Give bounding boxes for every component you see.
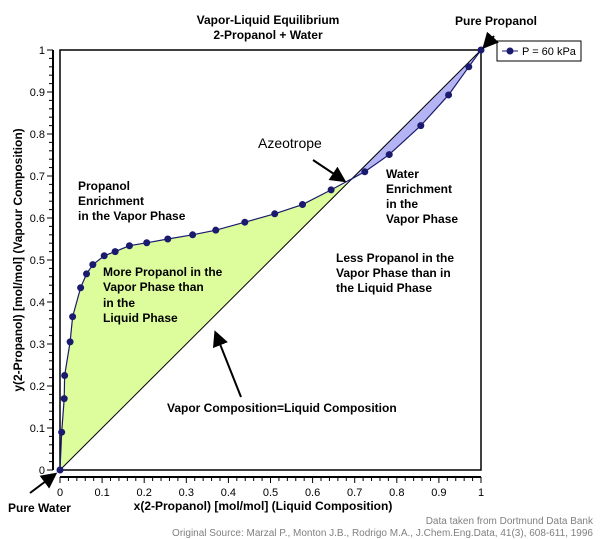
data-point <box>125 242 133 250</box>
x-tick-label: 0.1 <box>94 487 109 499</box>
data-point <box>212 226 220 234</box>
x-tick-label: 0.3 <box>179 487 194 499</box>
chart-title-line2: 2-Propanol + Water <box>213 28 323 42</box>
y-tick-label: 0.5 <box>30 255 45 267</box>
annotation-propanol-enrichment: Propanol Enrichment in the Vapor Phase <box>78 179 186 223</box>
pure-water-arrow <box>29 472 58 494</box>
x-tick-label: 0 <box>57 487 63 499</box>
data-point <box>100 252 108 260</box>
azeotrope-arrow <box>312 159 347 183</box>
annotation-pure-water: Pure Water <box>8 501 71 515</box>
data-point <box>164 235 172 243</box>
x-tick-label: 0.5 <box>263 487 278 499</box>
data-point <box>69 313 77 321</box>
annotation-more-propanol: More Propanol in the Vapor Phase than in t… <box>103 265 223 325</box>
x-tick-label: 0.8 <box>389 487 404 499</box>
x-tick-label: 0.4 <box>221 487 236 499</box>
data-point <box>361 168 369 176</box>
data-point <box>66 338 74 346</box>
data-point <box>327 186 335 194</box>
y-tick-label: 1 <box>39 45 45 57</box>
y-tick-label: 0.3 <box>30 339 45 351</box>
data-point <box>189 231 197 239</box>
legend: P = 60 kPa <box>496 40 582 62</box>
y-tick-label: 0.6 <box>30 213 45 225</box>
series-line <box>59 49 482 471</box>
x-tick-label: 0.7 <box>347 487 362 499</box>
data-point <box>111 248 119 256</box>
data-point <box>83 270 91 278</box>
x-tick-label: 0.2 <box>137 487 152 499</box>
source-line2: Original Source: Marzal P., Monton J.B.,… <box>172 528 593 539</box>
annotation-diagonal: Vapor Composition=Liquid Composition <box>167 401 397 415</box>
data-point <box>143 239 151 247</box>
data-point <box>298 201 306 209</box>
y-tick-label: 0.8 <box>30 129 45 141</box>
annotation-azeotrope: Azeotrope <box>258 135 322 151</box>
y-tick-label: 0.2 <box>30 381 45 393</box>
diagonal-arrow <box>212 330 242 398</box>
annotation-less-propanol: Less Propanol in the Vapor Phase than in t… <box>336 251 454 295</box>
data-point <box>77 284 85 292</box>
y-tick-label: 0.1 <box>30 423 45 435</box>
data-point <box>241 218 249 226</box>
x-tick-label: 1 <box>478 487 484 499</box>
data-point <box>477 46 485 54</box>
y-tick-label: 0.4 <box>30 297 45 309</box>
y-tick-label: 0.7 <box>30 171 45 183</box>
data-point <box>465 63 473 71</box>
data-point <box>417 122 425 130</box>
data-point <box>89 261 97 269</box>
diagonal-line <box>59 49 482 471</box>
y-tick-label: 0.9 <box>30 87 45 99</box>
x-axis-label: x(2-Propanol) [mol/mol] (Liquid Composit… <box>134 499 393 513</box>
annotation-water-enrichment: Water Enrichment in the Vapor Phase <box>386 167 458 226</box>
y-axis-label: y(2-Propanol) [mol/mol] (Vapour Composit… <box>11 128 25 391</box>
data-point <box>271 210 279 218</box>
pure-propanol-arrow <box>482 31 499 49</box>
data-point <box>445 91 453 99</box>
data-point <box>58 428 66 436</box>
y-tick-label: 0 <box>39 465 45 477</box>
data-point <box>385 151 393 159</box>
data-point <box>56 466 64 474</box>
annotation-pure-propanol: Pure Propanol <box>455 14 537 28</box>
source-line1: Data taken from Dortmund Data Bank <box>426 516 594 527</box>
legend-label: P = 60 kPa <box>522 46 577 58</box>
plot-frame <box>59 49 482 471</box>
x-tick-label: 0.9 <box>431 487 446 499</box>
chart-title-line1: Vapor-Liquid Equilibrium <box>197 13 340 27</box>
data-point <box>61 372 69 379</box>
x-tick-label: 0.6 <box>305 487 320 499</box>
data-point <box>60 395 68 403</box>
